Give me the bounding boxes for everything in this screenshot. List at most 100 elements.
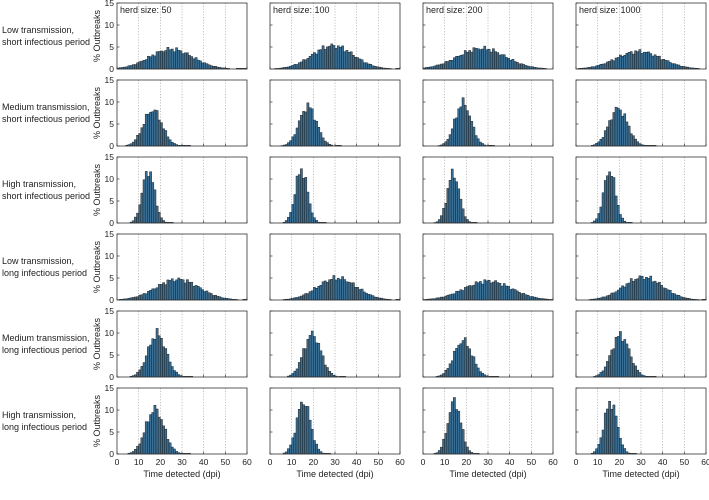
histogram-bar (494, 280, 497, 301)
histogram-bar (212, 295, 215, 301)
histogram-bar (614, 195, 618, 224)
histogram-bar (315, 120, 318, 147)
histogram-panel: 0 10 20 30 40 50 60 0 5 10 15 Time detected (dpi) (105, 383, 252, 479)
x-tick-label: 30 (330, 457, 340, 467)
x-tick-label: 40 (352, 457, 362, 467)
histogram-bar (134, 139, 137, 147)
herd-size-prefix: herd size: (579, 5, 621, 15)
histogram-bar (463, 50, 467, 70)
histogram-bar (679, 296, 683, 301)
histogram-bar (186, 52, 189, 70)
histogram-bar (153, 189, 157, 224)
histogram-bar (147, 113, 150, 147)
histogram-bar (461, 290, 465, 301)
histogram-bar (642, 51, 646, 70)
histogram-bar (326, 281, 329, 301)
histogram-bar (612, 112, 616, 147)
histogram-bar (502, 283, 506, 301)
histogram-bar (448, 294, 452, 301)
histogram-bar (636, 51, 640, 70)
histogram-panel: herd size: 100 (269, 2, 401, 70)
histogram-bar (144, 293, 148, 301)
histogram-bar (632, 135, 635, 147)
histogram-bar (140, 294, 144, 301)
histogram-bar (209, 65, 213, 70)
histogram-bar (677, 294, 681, 301)
histogram-bar (485, 49, 489, 70)
histogram-bar (365, 62, 368, 70)
histogram-bar (134, 64, 137, 70)
histogram-bar (214, 66, 217, 70)
histogram-bar (332, 275, 336, 301)
x-tick-label: 0 (268, 457, 273, 467)
histogram-bar (321, 355, 325, 378)
histogram-bar (127, 65, 131, 70)
histogram-bar (612, 177, 616, 224)
histogram-bar (623, 113, 627, 147)
histogram-bar (371, 65, 375, 70)
histogram-bar (616, 107, 620, 147)
histogram-bar (675, 64, 679, 70)
histogram-bar (606, 361, 609, 378)
histogram-bar (446, 423, 450, 455)
histogram-bar (472, 47, 476, 70)
histogram-bar (319, 350, 323, 378)
histogram-bar (627, 348, 631, 378)
histogram-bar (157, 119, 161, 147)
histogram-panel (422, 310, 554, 378)
histogram-bar (636, 141, 640, 147)
histogram-bar (612, 60, 616, 70)
histogram-bar (606, 61, 609, 70)
histogram-bar (599, 206, 603, 224)
histogram-bar (483, 279, 487, 301)
histogram-bar (341, 276, 344, 301)
histogram-bar (470, 355, 474, 378)
histogram-bar (209, 293, 213, 301)
histogram-bar (612, 404, 616, 455)
histogram-bar (476, 138, 480, 147)
histogram-bar (610, 119, 614, 147)
histogram-bar (144, 113, 148, 147)
histogram-bar (306, 338, 310, 378)
histogram-bar (450, 60, 454, 70)
histogram-bar (629, 278, 633, 301)
histogram-bar (369, 64, 373, 70)
x-tick-label: 50 (374, 457, 384, 467)
histogram-panel (422, 233, 554, 301)
histogram-bar (655, 282, 659, 301)
histogram-bar (149, 171, 152, 224)
histogram-bar (162, 346, 165, 378)
histogram-bar (147, 291, 150, 301)
histogram-bar (168, 361, 172, 378)
histogram-bar (317, 49, 321, 70)
histogram-bar (287, 217, 290, 224)
histogram-panel: 0 5 10 15 herd size: 50 (105, 0, 248, 74)
histogram-bar (147, 421, 150, 455)
histogram-bar (440, 215, 443, 224)
histogram-bar (459, 343, 463, 378)
histogram-bar (293, 432, 297, 455)
histogram-bar (168, 442, 172, 455)
histogram-bar (645, 51, 648, 70)
histogram-bar (183, 282, 187, 301)
y-tick-label: 5 (109, 119, 114, 129)
histogram-bar (666, 289, 670, 301)
histogram-bar (606, 408, 609, 455)
histogram-bar (362, 62, 366, 70)
histogram-bar (526, 65, 530, 70)
histogram-bar (323, 364, 327, 378)
histogram-bar (487, 280, 491, 301)
histogram-bar (142, 60, 146, 70)
histogram-bar (323, 49, 327, 70)
x-axis-label: Time detected (dpi) (143, 469, 220, 479)
histogram-bar (175, 279, 178, 301)
x-axis-label: Time detected (dpi) (602, 469, 679, 479)
histogram-bar (155, 408, 159, 455)
histogram-bar (606, 175, 609, 224)
histogram-bar (166, 279, 170, 301)
histogram-bar (474, 363, 478, 378)
histogram-bar (293, 134, 297, 147)
x-tick-label: 30 (483, 457, 493, 467)
histogram-bar (614, 291, 618, 301)
histogram-bar (599, 64, 603, 70)
